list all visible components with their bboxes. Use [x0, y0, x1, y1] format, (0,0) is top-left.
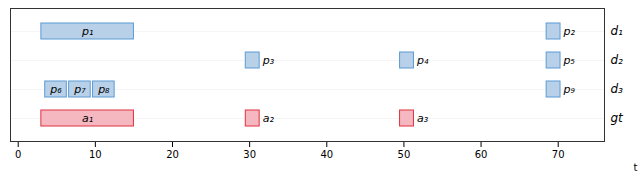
svg-text:p₆: p₆: [49, 83, 62, 96]
svg-text:p₂: p₂: [563, 25, 576, 38]
svg-text:p₁: p₁: [81, 25, 93, 38]
svg-text:a₂: a₂: [263, 112, 275, 125]
svg-text:d₂: d₂: [611, 53, 624, 67]
svg-text:p₃: p₃: [262, 54, 275, 67]
svg-text:t: t: [634, 162, 638, 173]
svg-text:30: 30: [243, 149, 256, 160]
svg-text:40: 40: [320, 149, 333, 160]
svg-text:p₈: p₈: [97, 83, 110, 96]
svg-text:60: 60: [475, 149, 488, 160]
svg-text:50: 50: [398, 149, 411, 160]
svg-text:a₃: a₃: [417, 112, 429, 125]
svg-text:gt: gt: [611, 111, 625, 125]
svg-text:d₁: d₁: [611, 24, 624, 38]
svg-text:10: 10: [89, 149, 102, 160]
svg-text:p₅: p₅: [563, 54, 575, 67]
svg-text:d₃: d₃: [611, 82, 624, 96]
svg-text:p₇: p₇: [73, 83, 86, 96]
svg-text:a₁: a₁: [82, 112, 93, 125]
svg-text:70: 70: [552, 149, 565, 160]
svg-text:20: 20: [166, 149, 179, 160]
svg-text:p₄: p₄: [416, 54, 429, 67]
svg-text:p₉: p₉: [563, 83, 576, 96]
svg-text:0: 0: [15, 149, 21, 160]
